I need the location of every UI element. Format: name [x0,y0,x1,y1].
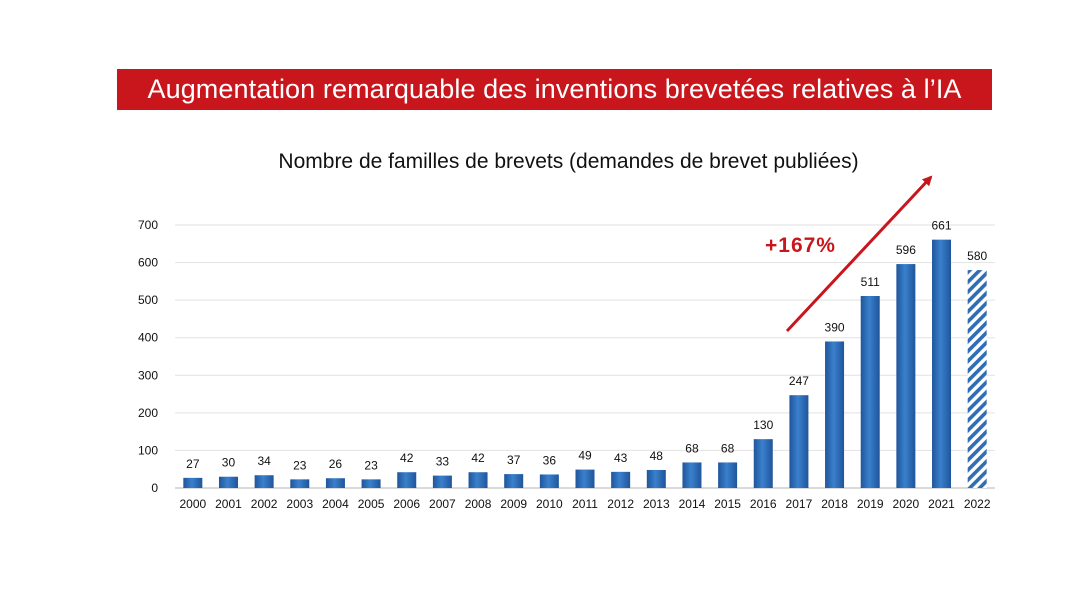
bar-2004 [326,478,345,488]
x-tick-label-2021: 2021 [928,497,955,511]
bar-2020 [896,264,915,488]
y-tick-label: 600 [138,256,158,270]
data-label-2002: 34 [257,454,271,468]
bar-2012 [611,472,630,488]
data-label-2022: 580 [967,249,987,263]
x-axis: 2000 2001 2002 2003 2004 2005 2006 2007 2008 2009… [179,497,990,511]
data-label-2021: 661 [932,219,952,233]
y-tick-label: 200 [138,406,158,420]
y-tick-label: 500 [138,293,158,307]
x-tick-label-2005: 2005 [358,497,385,511]
x-tick-label-2006: 2006 [393,497,420,511]
x-tick-label-2011: 2011 [572,497,598,511]
bar-2011 [576,470,595,488]
x-tick-label-2015: 2015 [714,497,741,511]
data-label-2015: 68 [721,441,735,455]
bar-2000 [183,478,202,488]
x-tick-label-2001: 2001 [215,497,242,511]
bar-2018 [825,341,844,488]
data-label-2016: 130 [753,418,773,432]
x-tick-label-2000: 2000 [179,497,206,511]
data-label-2000: 27 [186,457,200,471]
x-tick-label-2002: 2002 [251,497,278,511]
data-label-2006: 42 [400,451,414,465]
bar-2002 [255,475,274,488]
x-tick-label-2013: 2013 [643,497,670,511]
x-tick-label-2009: 2009 [500,497,527,511]
data-label-2011: 49 [578,449,592,463]
bar-2006 [397,472,416,488]
data-label-2001: 30 [222,456,236,470]
bar-2014 [682,462,701,488]
bars: 27 30 34 23 26 23 42 33 42 37 36 49 43 48 68 68 130 247 39… [183,219,987,488]
x-tick-label-2019: 2019 [857,497,884,511]
bar-2003 [290,479,309,488]
bar-2016 [754,439,773,488]
bar-2013 [647,470,666,488]
bar-2021 [932,240,951,488]
x-tick-label-2007: 2007 [429,497,456,511]
data-label-2009: 37 [507,453,521,467]
data-label-2007: 33 [436,455,450,469]
bar-2005 [362,479,381,488]
x-tick-label-2022: 2022 [964,497,991,511]
data-label-2018: 390 [825,320,845,334]
bar-2007 [433,476,452,488]
bar-2010 [540,474,559,488]
x-tick-label-2016: 2016 [750,497,777,511]
bar-2019 [861,296,880,488]
bar-2001 [219,477,238,488]
x-tick-label-2010: 2010 [536,497,563,511]
x-tick-label-2008: 2008 [465,497,492,511]
x-tick-label-2014: 2014 [679,497,706,511]
data-label-2010: 36 [543,453,557,467]
bar-2015 [718,462,737,488]
data-label-2014: 68 [685,441,699,455]
x-tick-label-2004: 2004 [322,497,349,511]
data-label-2005: 23 [364,458,378,472]
x-tick-label-2003: 2003 [286,497,313,511]
bar-2022 [968,270,987,488]
x-tick-label-2012: 2012 [607,497,634,511]
growth-label: +167% [765,234,836,257]
data-label-2003: 23 [293,458,307,472]
data-label-2008: 42 [471,451,485,465]
y-tick-label: 400 [138,331,158,345]
x-tick-label-2017: 2017 [786,497,813,511]
data-label-2004: 26 [329,457,343,471]
data-label-2013: 48 [650,449,664,463]
data-label-2012: 43 [614,451,628,465]
x-tick-label-2018: 2018 [821,497,848,511]
data-label-2019: 511 [861,275,880,289]
bar-2008 [469,472,488,488]
y-tick-label: 300 [138,368,158,382]
y-tick-label: 100 [138,443,158,457]
y-tick-label: 0 [151,481,158,495]
bar-2009 [504,474,523,488]
data-label-2020: 596 [896,243,916,257]
y-tick-label: 700 [138,218,158,232]
y-axis: 0 100 200 300 400 500 600 700 [138,218,158,495]
x-tick-label-2020: 2020 [893,497,920,511]
data-label-2017: 247 [789,374,809,388]
bar-2017 [789,395,808,488]
